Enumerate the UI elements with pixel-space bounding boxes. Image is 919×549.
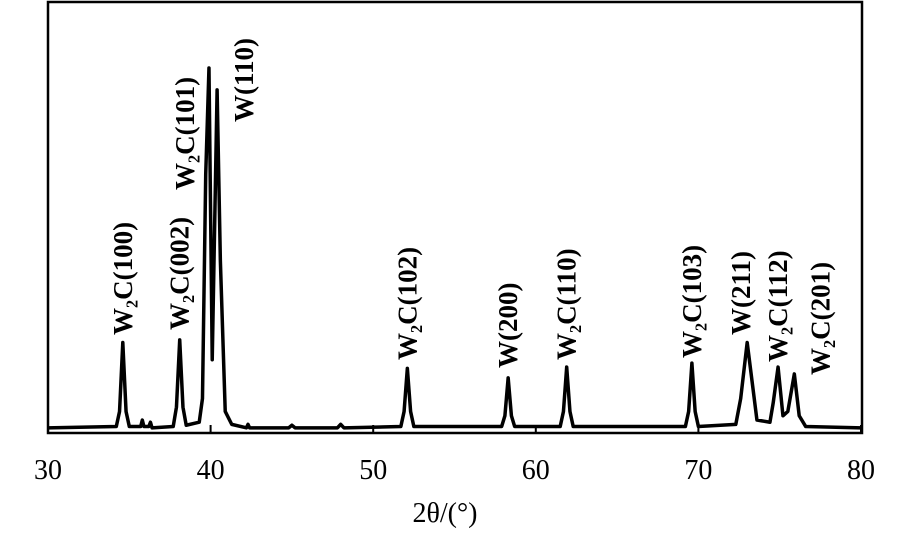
peak-label: W₂C(102)	[392, 247, 422, 360]
peak-label: W₂C(002)	[165, 217, 195, 330]
peak-label: W(110)	[229, 38, 259, 122]
x-tick-label: 30	[34, 455, 62, 486]
peak-label: W₂C(100)	[108, 222, 138, 335]
peak-label: W₂C(103)	[677, 245, 707, 358]
x-tick-label: 50	[359, 455, 387, 486]
peak-label: W₂C(201)	[805, 262, 835, 375]
xrd-pattern	[47, 66, 862, 430]
plot-frame	[46, 0, 864, 435]
peak-label: W₂C(110)	[552, 248, 582, 360]
peak-label: W₂C(101)	[170, 77, 200, 190]
peak-label: W₂C(112)	[763, 250, 793, 362]
x-tick-label: 60	[522, 455, 550, 486]
x-tick-label: 80	[847, 455, 875, 486]
peak-label: W(200)	[493, 283, 523, 368]
x-tick-label: 40	[197, 455, 225, 486]
x-tick-label: 70	[684, 455, 712, 486]
peak-label: W(211)	[726, 251, 756, 335]
x-axis-label: 2θ/(°)	[412, 498, 477, 529]
